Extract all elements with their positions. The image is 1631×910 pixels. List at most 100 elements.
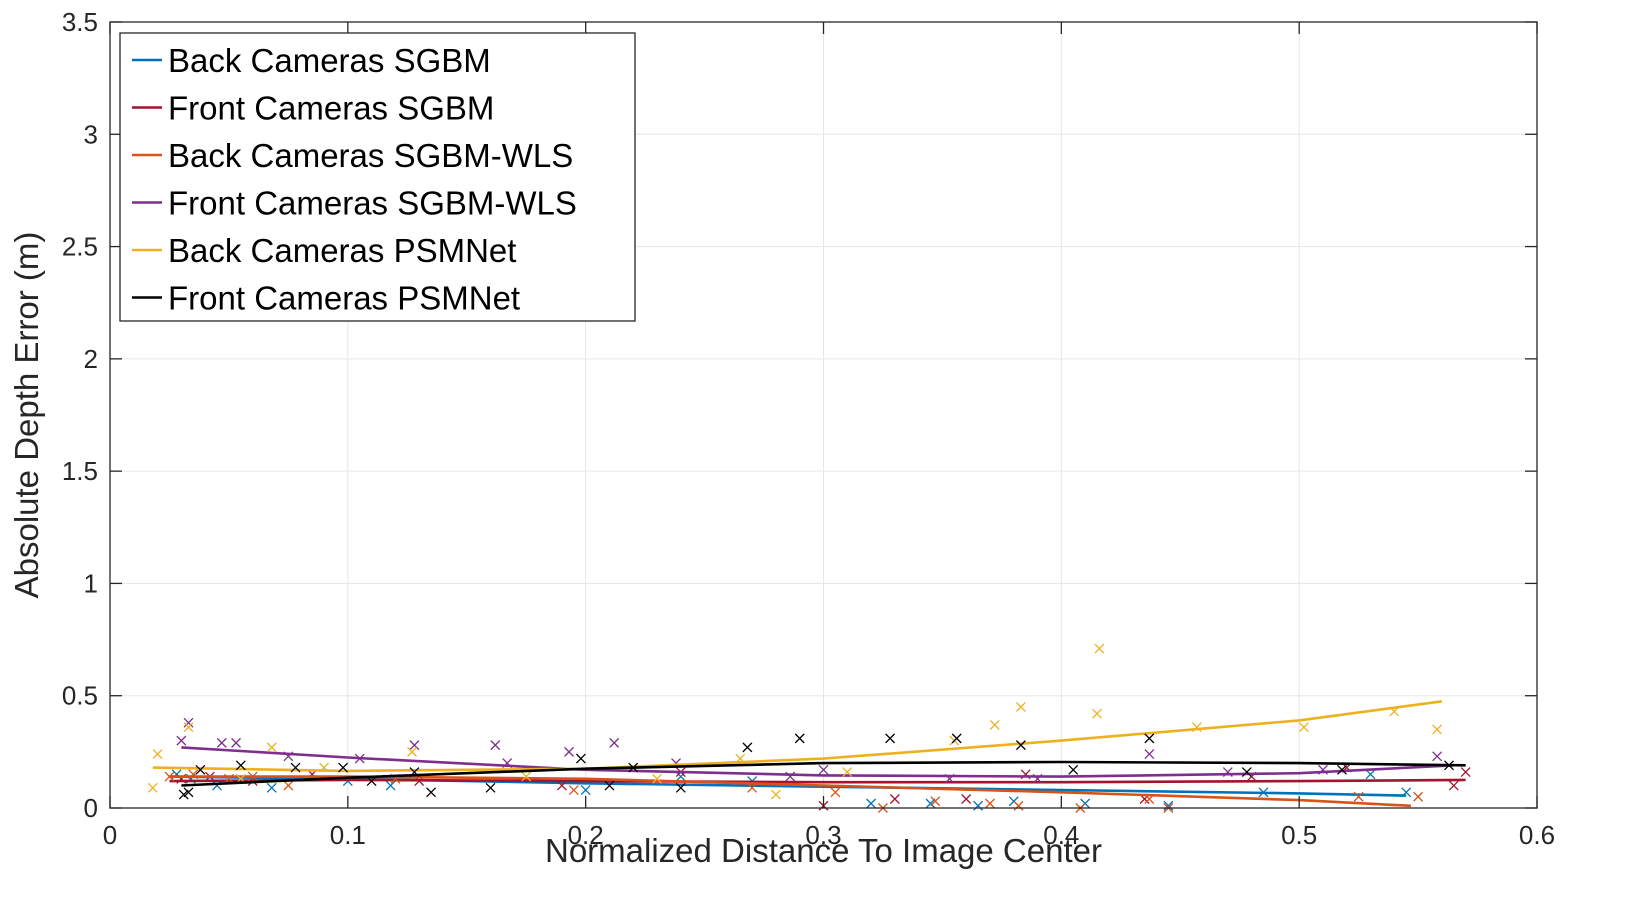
data-point-marker [183, 722, 194, 733]
tick-layer: 0 0.1 0.2 0.3 0.4 0.5 0.6 0 0.5 1 1.5 2 2.5 3 3.5 [62, 7, 1555, 850]
y-tick-label: 3 [84, 119, 98, 149]
data-point-marker [1163, 800, 1174, 811]
legend-label: Front Cameras SGBM [168, 90, 494, 127]
data-point-marker [183, 717, 194, 728]
fit-line [169, 778, 1466, 784]
x-tick-label: 0.5 [1281, 820, 1317, 850]
x-tick-label: 0.1 [330, 820, 366, 850]
data-point-marker [604, 780, 615, 791]
data-point-marker [290, 762, 301, 773]
data-point-marker [989, 719, 1000, 730]
data-point-marker [568, 785, 579, 795]
y-tick-label: 0.5 [62, 681, 98, 711]
x-axis-label: Normalized Distance To Image Center [545, 832, 1102, 869]
data-point-marker [675, 771, 686, 782]
data-point-marker [609, 737, 620, 748]
x-tick-label: 0 [103, 820, 117, 850]
legend-item: Front Cameras SGBM [132, 90, 494, 127]
data-point-marker [818, 764, 829, 775]
data-point-marker [385, 780, 396, 791]
data-point-marker [794, 733, 805, 744]
data-point-marker [961, 794, 972, 804]
legend-label: Back Cameras SGBM [168, 42, 491, 79]
y-tick-label: 1 [84, 568, 98, 598]
data-point-marker [521, 771, 532, 782]
data-point-marker [842, 767, 853, 778]
data-point-marker [266, 742, 277, 753]
data-point-marker [951, 733, 962, 744]
legend-label: Front Cameras SGBM-WLS [168, 185, 577, 222]
data-point-marker [564, 746, 574, 757]
data-point-marker [985, 798, 995, 809]
data-point-marker [652, 773, 662, 784]
y-tick-label: 1.5 [62, 456, 98, 486]
y-axis-label: Absolute Depth Error (m) [8, 232, 45, 599]
data-point-marker [1413, 791, 1424, 802]
data-point-marker [407, 746, 418, 757]
data-point-marker [1144, 733, 1155, 744]
data-point-marker [235, 760, 246, 771]
data-point-marker [1432, 751, 1443, 762]
data-point-marker [231, 737, 242, 748]
series-4 [147, 643, 1443, 800]
x-tick-label: 0.6 [1519, 820, 1555, 850]
fit-line [152, 700, 1443, 773]
data-point-marker [1094, 643, 1105, 654]
legend-item: Front Cameras SGBM-WLS [132, 185, 577, 222]
data-point-marker [426, 787, 437, 798]
data-point-marker [1353, 791, 1364, 802]
legend-label: Back Cameras PSMNet [168, 232, 516, 269]
y-tick-label: 2 [84, 344, 98, 374]
data-point-marker [830, 787, 841, 798]
legend-box [119, 32, 636, 322]
data-point-marker [1015, 701, 1026, 712]
data-point-marker [338, 762, 349, 773]
series-5 [178, 733, 1466, 800]
data-point-marker [556, 780, 567, 791]
data-point-marker [973, 800, 984, 811]
data-point-marker [216, 737, 227, 748]
legend-item: Back Cameras SGBM [132, 42, 491, 79]
data-point-marker [770, 789, 781, 800]
data-point-marker [1337, 764, 1347, 775]
legend: Back Cameras SGBM Front Cameras SGBM Back … [119, 32, 636, 322]
grid [109, 21, 1538, 809]
data-point-marker [885, 733, 896, 744]
data-point-marker [164, 771, 175, 782]
data-point-marker [176, 735, 187, 746]
data-point-marker [183, 787, 194, 798]
data-point-marker [925, 798, 936, 809]
legend-label: Front Cameras PSMNet [168, 280, 520, 317]
legend-label: Back Cameras SGBM-WLS [168, 137, 573, 174]
series-layer [147, 643, 1471, 813]
data-point-marker [930, 796, 941, 807]
data-point-marker [1015, 740, 1026, 751]
fit-line [181, 760, 1466, 787]
data-point-marker [1432, 724, 1443, 735]
data-point-marker [147, 782, 158, 793]
data-point-marker [178, 789, 189, 800]
data-point-marker [580, 785, 591, 795]
data-point-marker [1460, 767, 1471, 778]
data-point-marker [742, 742, 753, 753]
data-point-marker [152, 749, 163, 760]
data-point-marker [1144, 749, 1155, 760]
data-point-marker [283, 780, 294, 791]
fit-line [181, 746, 1454, 778]
data-point-marker [195, 764, 206, 775]
data-point-marker [1068, 764, 1079, 775]
legend-item: Back Cameras PSMNet [132, 232, 516, 269]
y-tick-label: 2.5 [62, 232, 98, 262]
data-point-marker [675, 782, 686, 793]
data-point-marker [575, 753, 586, 764]
data-point-marker [1448, 780, 1459, 791]
data-point-marker [866, 798, 877, 809]
y-tick-label: 0 [84, 793, 98, 823]
legend-item: Back Cameras SGBM-WLS [132, 137, 573, 174]
data-point-marker [1298, 722, 1309, 733]
data-point-marker [889, 794, 900, 804]
data-point-marker [485, 782, 496, 793]
data-point-marker [266, 782, 277, 793]
y-tick-label: 3.5 [62, 7, 98, 37]
